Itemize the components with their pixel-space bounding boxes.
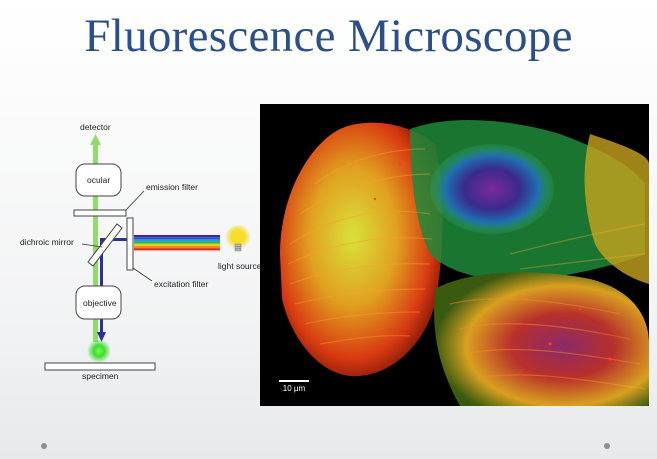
emission-light-path <box>93 142 98 342</box>
light-bulb-icon <box>225 225 251 252</box>
emission-filter <box>73 209 127 217</box>
excitation-light-horizontal <box>100 238 130 241</box>
slide-bullet-left <box>41 443 47 449</box>
cell-body-right <box>584 134 649 284</box>
light-source-label: light source <box>218 261 262 271</box>
slide-bullet-right <box>604 443 610 449</box>
spectrum-beam <box>134 235 220 251</box>
slide-title: Fluorescence Microscope <box>84 10 573 62</box>
detector-arrow-icon <box>90 134 101 145</box>
dichroic-mirror <box>87 223 123 267</box>
detector-label: detector <box>80 122 111 132</box>
emission-filter-leader <box>125 190 145 211</box>
excitation-arrow-icon <box>97 332 106 342</box>
cell-body-lower-right <box>434 272 649 406</box>
excitation-filter-leader <box>132 267 153 282</box>
fluorescent-speckles <box>373 162 612 376</box>
specimen-slide <box>44 362 156 371</box>
scale-bar-label: 10 µm <box>282 384 306 393</box>
ocular-lens <box>75 163 122 197</box>
microscope-diagram: detector ocular emission filter dichroic… <box>0 120 280 390</box>
specimen-glow <box>87 339 111 363</box>
emission-filter-label: emission filter <box>146 182 198 192</box>
fluorescence-micrograph: 10 µm <box>260 104 649 406</box>
excitation-filter-label: excitation filter <box>154 279 208 289</box>
dichroic-mirror-leader <box>81 243 103 248</box>
objective-lens <box>75 285 122 320</box>
scale-bar: 10 µm <box>279 380 309 393</box>
actin-fibers <box>287 148 646 390</box>
cell-nucleus <box>430 144 554 234</box>
excitation-filter <box>126 217 134 271</box>
scale-bar-line <box>279 380 309 382</box>
ocular-label: ocular <box>87 175 110 185</box>
specimen-label: specimen <box>82 371 119 381</box>
dichroic-mirror-label: dichroic mirror <box>20 237 74 247</box>
objective-label: objective <box>83 298 117 308</box>
